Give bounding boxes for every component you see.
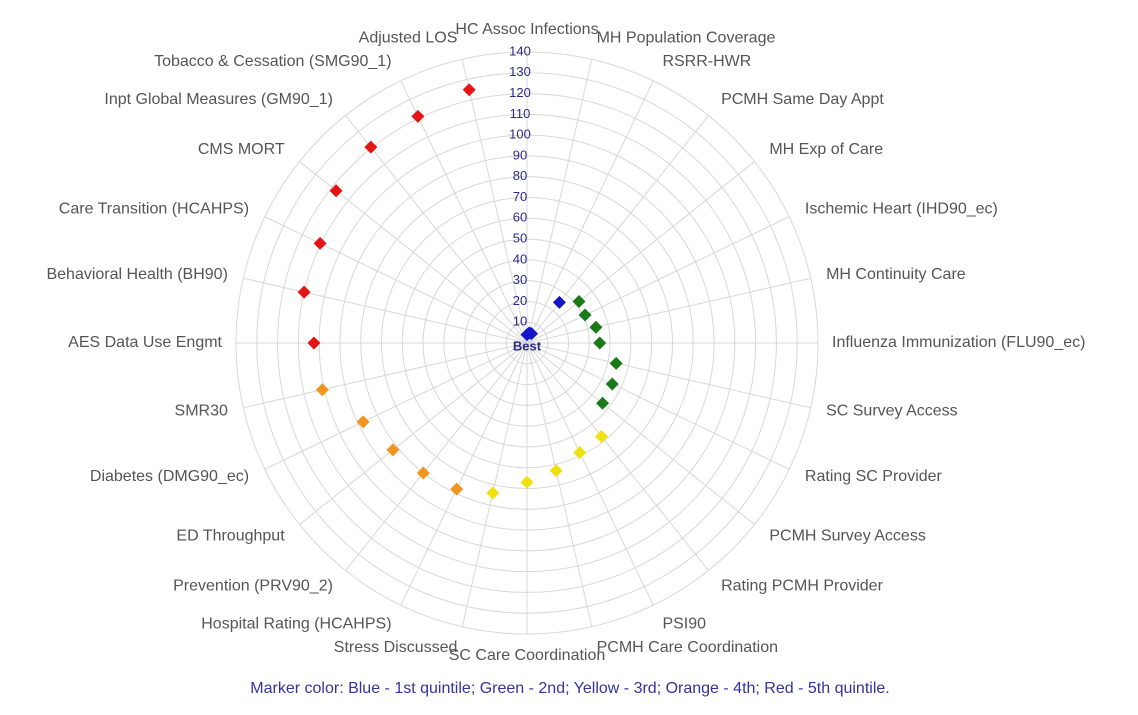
marker xyxy=(572,295,586,309)
category-label: Adjusted LOS xyxy=(359,29,458,46)
category-label: Tobacco & Cessation (SMG90_1) xyxy=(154,53,391,70)
category-label: MH Continuity Care xyxy=(826,266,966,283)
category-label: Prevention (PRV90_2) xyxy=(173,578,333,595)
marker xyxy=(297,285,311,299)
marker xyxy=(386,443,400,457)
category-label: ED Throughput xyxy=(176,527,285,544)
category-label: Influenza Immunization (FLU90_ec) xyxy=(832,334,1085,351)
marker xyxy=(595,429,609,443)
r-tick-label: 70 xyxy=(513,189,527,204)
r-tick-label: 90 xyxy=(513,147,527,162)
marker xyxy=(411,109,425,123)
r-tick-label: 60 xyxy=(513,210,527,225)
spoke xyxy=(264,216,528,344)
category-label: Ischemic Heart (IHD90_ec) xyxy=(805,200,998,217)
category-label: MH Exp of Care xyxy=(769,141,883,158)
category-label: PSI90 xyxy=(662,616,706,633)
r-tick-label: 50 xyxy=(513,231,527,246)
marker xyxy=(356,415,370,429)
marker xyxy=(329,184,343,198)
marker xyxy=(520,475,534,489)
category-label: Behavioral Health (BH90) xyxy=(46,266,227,283)
r-tick-label: 100 xyxy=(509,127,531,142)
spoke xyxy=(526,342,593,627)
spoke xyxy=(526,277,811,344)
category-label: Rating SC Provider xyxy=(805,468,943,485)
marker xyxy=(578,308,592,322)
spoke xyxy=(461,59,528,344)
spoke xyxy=(526,161,755,344)
marker xyxy=(549,464,563,478)
spoke xyxy=(345,342,528,571)
category-label: Rating PCMH Provider xyxy=(721,578,884,595)
marker xyxy=(596,396,610,410)
r-tick-label: 140 xyxy=(509,43,531,58)
r-tick-label: 30 xyxy=(513,272,527,287)
spoke xyxy=(345,115,528,344)
marker xyxy=(605,377,619,391)
category-label: SC Survey Access xyxy=(826,402,958,419)
spoke xyxy=(526,115,709,344)
note: Marker color: Blue - 1st quintile; Green… xyxy=(250,680,889,697)
category-label: PCMH Care Coordination xyxy=(597,639,778,656)
category-label: MH Population Coverage xyxy=(597,29,776,46)
r-tick-label: 130 xyxy=(509,64,531,79)
category-label: HC Assoc Infections xyxy=(455,21,598,38)
category-label: RSRR-HWR xyxy=(662,53,751,70)
category-label: AES Data Use Engmt xyxy=(68,334,222,351)
marker xyxy=(573,446,587,460)
r-tick-label: 120 xyxy=(509,85,531,100)
marker xyxy=(525,327,539,341)
category-label: SC Care Coordination xyxy=(449,647,606,664)
marker xyxy=(589,320,603,334)
r-tick-label: 10 xyxy=(513,314,527,329)
spoke xyxy=(400,80,528,344)
spoke xyxy=(243,277,528,344)
category-label: PCMH Same Day Appt xyxy=(721,91,884,108)
marker xyxy=(313,236,327,250)
spoke xyxy=(264,342,528,470)
marker xyxy=(315,383,329,397)
center-label: Best xyxy=(513,338,542,353)
spoke xyxy=(526,59,593,344)
spoke xyxy=(243,342,528,409)
marker xyxy=(552,295,566,309)
spoke xyxy=(526,342,709,571)
r-tick-label: 40 xyxy=(513,251,527,266)
marker xyxy=(486,486,500,500)
marker xyxy=(462,83,476,97)
marker xyxy=(364,140,378,154)
category-label: Diabetes (DMG90_ec) xyxy=(90,468,249,485)
spoke xyxy=(461,342,528,627)
marker xyxy=(593,336,607,350)
category-label: Hospital Rating (HCAHPS) xyxy=(201,616,391,633)
marker xyxy=(307,336,321,350)
spoke xyxy=(526,80,654,344)
category-label: Stress Discussed xyxy=(334,639,458,656)
spoke xyxy=(299,342,528,525)
marker xyxy=(416,466,430,480)
r-tick-label: 20 xyxy=(513,293,527,308)
r-tick-label: 110 xyxy=(510,106,531,121)
spoke xyxy=(526,342,790,470)
spoke xyxy=(526,216,790,344)
r-tick-label: 80 xyxy=(513,168,527,183)
spoke xyxy=(526,342,755,525)
category-label: PCMH Survey Access xyxy=(769,527,925,544)
category-label: CMS MORT xyxy=(198,141,285,158)
category-label: SMR30 xyxy=(175,402,228,419)
spoke xyxy=(526,342,811,409)
spoke xyxy=(400,342,528,606)
spoke xyxy=(526,342,654,606)
marker xyxy=(450,482,464,496)
category-label: Inpt Global Measures (GM90_1) xyxy=(104,91,333,108)
marker xyxy=(609,356,623,370)
category-label: Care Transition (HCAHPS) xyxy=(59,200,249,217)
